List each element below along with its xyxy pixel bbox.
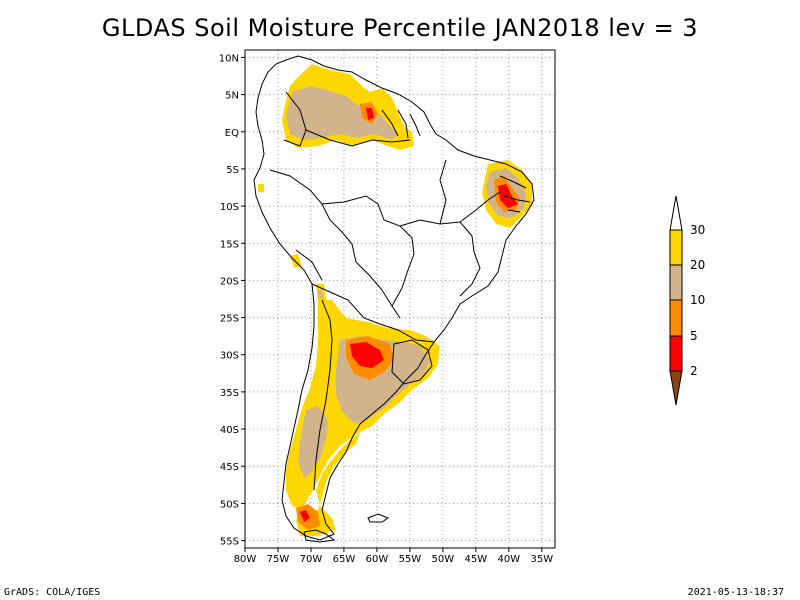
lat-tick-label: 5S <box>226 165 239 176</box>
lat-tick-label: 45S <box>220 462 239 473</box>
border-brazil-int-2 <box>439 159 447 225</box>
colorbar-label-10: 10 <box>690 293 705 307</box>
lat-tick-label: 25S <box>220 314 239 325</box>
lat-tick-label: 30S <box>220 351 239 362</box>
border-brazil-int-1 <box>399 219 481 297</box>
lon-tick-label: 35W <box>530 554 553 565</box>
border-2 <box>305 129 411 147</box>
lon-tick-label: 75W <box>267 554 290 565</box>
colorbar-20-30 <box>669 229 683 266</box>
colorbar-5-10 <box>669 299 683 337</box>
colorbar: 30 20 10 5 2 <box>669 195 705 406</box>
island-falklands <box>367 513 390 523</box>
lat-tick-label: 10N <box>219 53 239 64</box>
lat-tick-label: 5N <box>225 91 239 102</box>
shade-north-tan <box>286 86 398 140</box>
lat-tick-label: 55S <box>220 537 239 548</box>
lon-tick-label: 80W <box>234 554 257 565</box>
island-tierra-fuego <box>303 529 336 543</box>
soil-moisture-shading <box>258 64 532 536</box>
colorbar-label-30: 30 <box>690 223 705 237</box>
lat-tick-label: 20S <box>220 276 239 287</box>
colorbar-2-5 <box>669 335 683 372</box>
border-3 <box>269 169 401 319</box>
colorbar-10-20 <box>669 264 683 301</box>
colorbar-above-30 <box>669 195 683 231</box>
continent-outline <box>253 55 535 541</box>
lon-tick-label: 50W <box>432 554 455 565</box>
border-ne-states <box>499 175 531 213</box>
lon-tick-label: 45W <box>465 554 488 565</box>
lat-tick-label: 10S <box>220 202 239 213</box>
lon-tick-label: 55W <box>399 554 422 565</box>
shade-patagonia-red <box>300 510 310 522</box>
lat-tick-label: 15S <box>220 239 239 250</box>
border-6 <box>295 249 323 281</box>
lon-tick-label: 60W <box>366 554 389 565</box>
colorbar-label-5: 5 <box>690 329 698 343</box>
border-7 <box>313 299 333 491</box>
shade-bolivia-patch-2 <box>318 290 323 298</box>
lon-tick-label: 40W <box>498 554 521 565</box>
lon-tick-label: 70W <box>300 554 323 565</box>
shade-south-red <box>350 342 384 368</box>
lon-axis: 80W 75W 70W 65W 60W 55W 50W 45W 40W 35W <box>234 548 553 565</box>
colorbar-label-20: 20 <box>690 258 705 272</box>
border-uruguay <box>391 339 433 385</box>
shade-north-red <box>366 108 374 120</box>
lat-tick-label: EQ <box>225 128 239 139</box>
colorbar-below-2 <box>669 370 683 406</box>
border-guianas <box>381 109 421 139</box>
map-border <box>244 49 556 549</box>
shade-ne-red <box>498 184 518 208</box>
coastlines-borders <box>253 55 535 543</box>
lat-axis: 10N 5N EQ 5S 10S 15S 20S 25S 30S 35S 40S 45S 50S 55S <box>219 53 245 548</box>
footer-credit: GrADS: COLA/IGES <box>4 587 101 598</box>
shade-south-tan-2 <box>298 406 328 478</box>
border-brazil-int-3 <box>459 191 501 223</box>
footer-timestamp: 2021-05-13-18:37 <box>687 587 784 598</box>
colorbar-label-2: 2 <box>690 364 698 378</box>
lat-tick-label: 50S <box>220 499 239 510</box>
shade-ecuador-patch <box>258 184 264 192</box>
border-5 <box>311 283 435 343</box>
lon-tick-label: 65W <box>333 554 356 565</box>
lat-tick-label: 35S <box>220 388 239 399</box>
map-title: GLDAS Soil Moisture Percentile JAN2018 l… <box>101 14 699 42</box>
lat-tick-label: 40S <box>220 425 239 436</box>
